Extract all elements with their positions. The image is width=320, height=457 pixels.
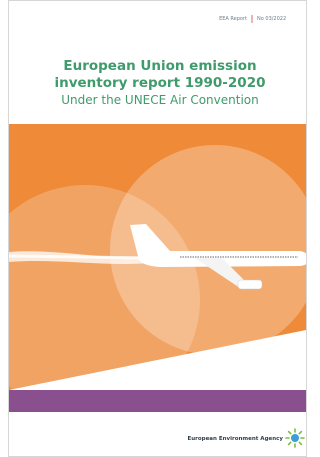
purple-band — [9, 390, 306, 412]
subtitle: Under the UNECE Air Convention — [61, 93, 258, 107]
page: {"header": {"series": "EEA Report", "num… — [0, 0, 315, 457]
publisher: European Environment Agency — [187, 436, 283, 442]
report-number: No 03/2022 — [257, 16, 286, 22]
eea-logo — [286, 429, 304, 447]
cover-art — [0, 124, 315, 415]
report-series: EEA Report — [219, 16, 247, 22]
airplane-engine — [238, 280, 262, 289]
title-line: European Union emission — [63, 58, 256, 74]
title-line: inventory report 1990-2020 — [54, 75, 265, 91]
report-cover: EEA Report No 03/2022 European Union emi… — [0, 0, 315, 457]
contrail — [9, 256, 160, 258]
